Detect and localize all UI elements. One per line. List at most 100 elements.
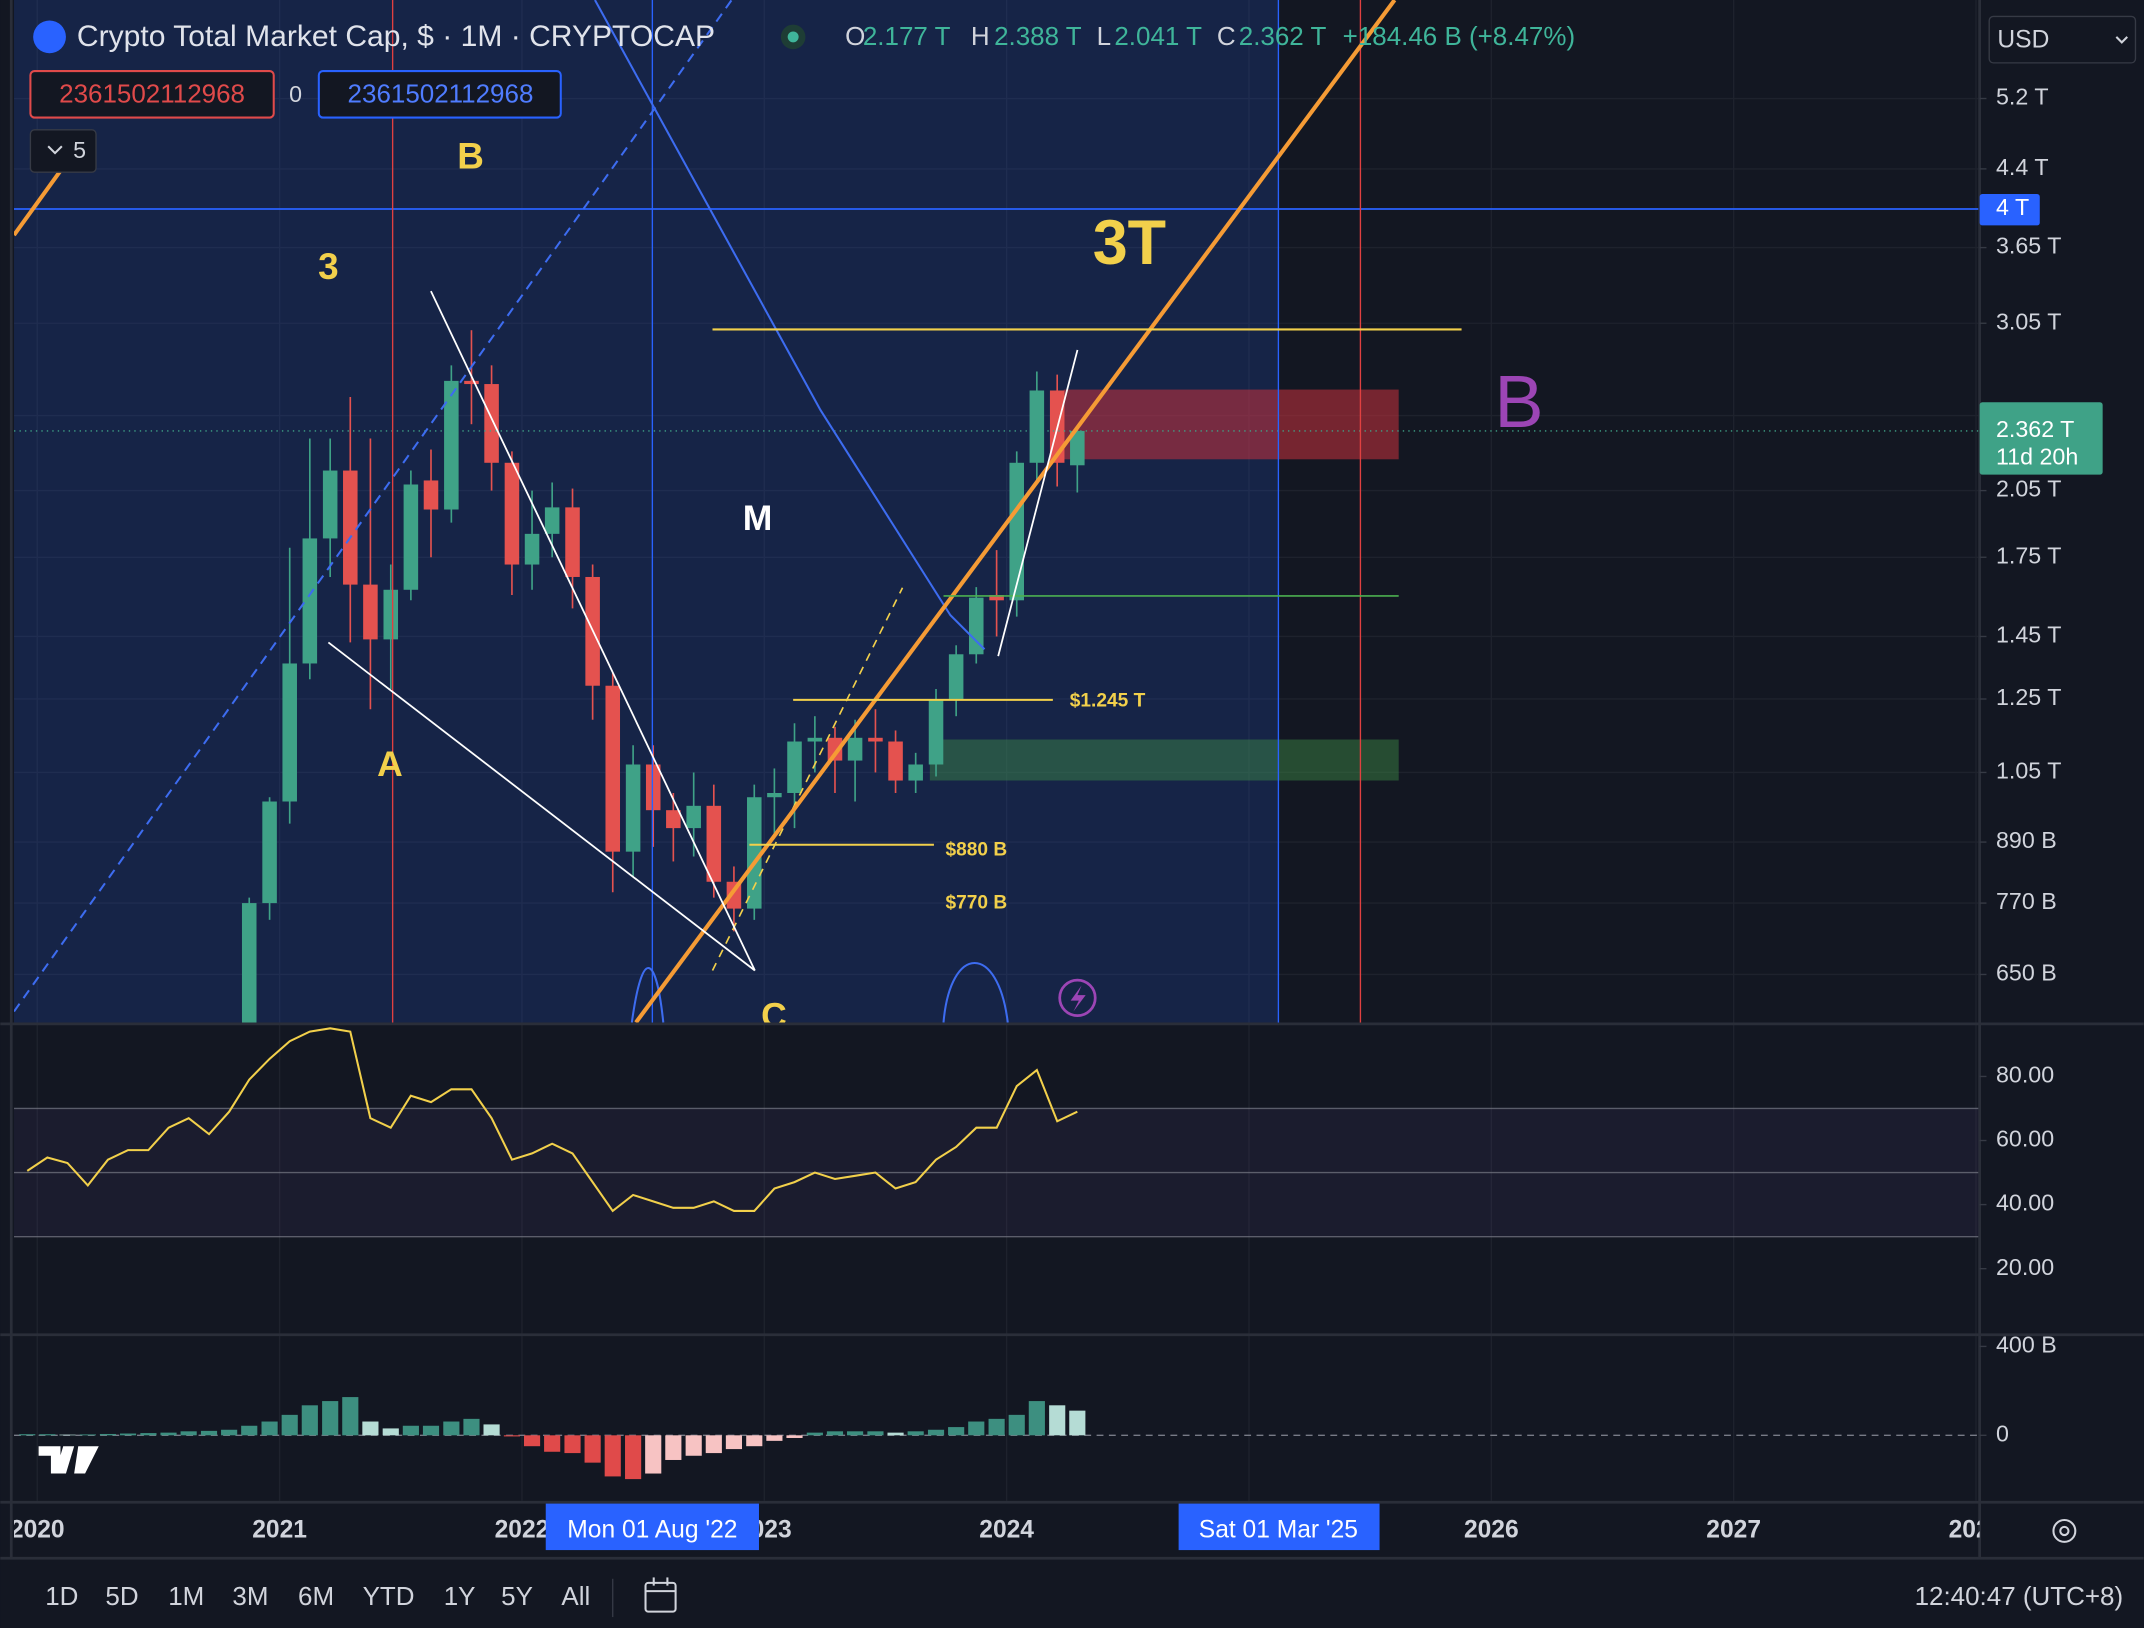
date-range-icon[interactable]: [644, 1577, 677, 1613]
last-price-box: [1979, 402, 2103, 475]
macd-bar: [847, 1431, 864, 1436]
annotation: B: [457, 135, 484, 176]
macd-bar: [443, 1421, 460, 1436]
annotation: B: [1494, 360, 1543, 443]
macd-bar: [422, 1425, 440, 1436]
macd-bar: [59, 1434, 76, 1436]
macd-bar: [463, 1418, 480, 1436]
range-button[interactable]: 5Y: [501, 1581, 533, 1611]
crosshair-box: [545, 1503, 759, 1551]
macd-pane: [14, 1397, 1980, 1480]
collapse-button[interactable]: [29, 129, 97, 173]
wedge-line: [430, 290, 756, 971]
range-button[interactable]: YTD: [363, 1581, 415, 1611]
candle-body: [464, 380, 479, 385]
candle-body: [928, 698, 944, 765]
macd-bar: [362, 1421, 379, 1436]
band-line: [630, 962, 1009, 1023]
shaded-region: [14, 0, 1279, 1023]
input-box[interactable]: [317, 70, 562, 119]
collapse-count: 5: [73, 137, 86, 163]
candle-body: [747, 797, 762, 909]
macd-bar: [221, 1429, 238, 1436]
macd-bar: [1049, 1405, 1066, 1436]
range-button[interactable]: 1Y: [444, 1581, 476, 1611]
candle-body: [504, 462, 520, 565]
event-icon-bolt: [1070, 985, 1086, 1012]
range-button[interactable]: 1D: [45, 1581, 78, 1611]
macd-bar: [584, 1435, 601, 1463]
macd-bar: [241, 1425, 258, 1436]
wedge-line: [997, 349, 1079, 657]
dashed-trendline: [14, 0, 733, 1013]
macd-bar: [79, 1434, 96, 1436]
rsi-line: [26, 1027, 1078, 1213]
ohlc-key: O: [845, 21, 865, 51]
candle-body: [403, 484, 419, 590]
logo[interactable]: [38, 1446, 99, 1474]
grid: [14, 97, 1980, 976]
x-tick-label: 2024: [979, 1516, 1034, 1543]
settings-icon[interactable]: [2052, 1518, 2077, 1543]
candle-body: [787, 741, 802, 793]
range-button[interactable]: 5D: [105, 1581, 138, 1611]
currency-label: USD: [1997, 27, 2049, 54]
y-tick-label: 60.00: [1996, 1126, 2054, 1152]
y-tick-label: 1.05 T: [1996, 758, 2061, 784]
macd-bar: [1069, 1410, 1086, 1436]
crosshair-labels: Mon 01 Aug '22 Sat 01 Mar '25: [545, 1503, 2077, 1551]
candle-body: [868, 737, 883, 742]
candle-body: [524, 533, 540, 565]
macd-bar: [544, 1435, 561, 1452]
y-tick-label: 4.4 T: [1996, 154, 2049, 180]
x-tick-label: 2027: [1706, 1516, 1761, 1543]
range-button[interactable]: 3M: [232, 1581, 268, 1611]
candle-body: [423, 480, 439, 510]
ohlc-key: C: [1217, 21, 1236, 51]
annotation: 3: [318, 246, 339, 287]
y-tick-label: 1.25 T: [1996, 684, 2061, 710]
candle-body: [767, 792, 782, 798]
calendar-body: [644, 1581, 677, 1613]
macd-bar: [140, 1433, 157, 1436]
input-value: 2361502112968: [59, 79, 245, 109]
currency-select[interactable]: [1988, 15, 2137, 64]
range-button[interactable]: All: [561, 1581, 590, 1611]
candle-body: [625, 764, 641, 852]
macd-bar: [625, 1435, 642, 1480]
candle-body: [1029, 390, 1045, 463]
symbol-icon: [33, 20, 66, 54]
status-dot[interactable]: [787, 31, 799, 43]
macd-bar: [826, 1431, 844, 1436]
candle-body: [666, 810, 681, 829]
horizontal-line-box: [1979, 193, 2040, 226]
annotation: $770 B: [945, 893, 1007, 914]
macd-bar: [988, 1418, 1005, 1436]
candle-body: [1009, 462, 1025, 601]
event-icon[interactable]: [1058, 978, 1097, 1017]
macd-bar: [180, 1431, 197, 1436]
annotation: A: [377, 744, 403, 784]
orange-trendline: [634, 0, 1397, 1023]
ohlc-value: 2.388 T: [994, 21, 1082, 51]
crosshair-label: Sat 01 Mar '25: [1199, 1516, 1358, 1543]
drawings-back: [14, 0, 1399, 1023]
candle-body: [282, 663, 297, 802]
macd-bar: [19, 1434, 36, 1436]
input-box[interactable]: [29, 70, 275, 119]
chevron: [47, 145, 63, 155]
support-zone: [929, 739, 1399, 781]
candle-body: [807, 737, 823, 742]
range-button[interactable]: 6M: [298, 1581, 334, 1611]
ohlc-value: 2.362 T: [1239, 21, 1327, 51]
range-button[interactable]: 1M: [168, 1581, 204, 1611]
y-tick-label: 890 B: [1996, 827, 2057, 853]
candle-body: [1070, 430, 1085, 466]
macd-bar: [1008, 1414, 1025, 1436]
crosshair-box: [1178, 1503, 1380, 1551]
candle-body: [706, 805, 722, 882]
candle-body: [968, 597, 984, 655]
macd-bar: [261, 1421, 278, 1436]
